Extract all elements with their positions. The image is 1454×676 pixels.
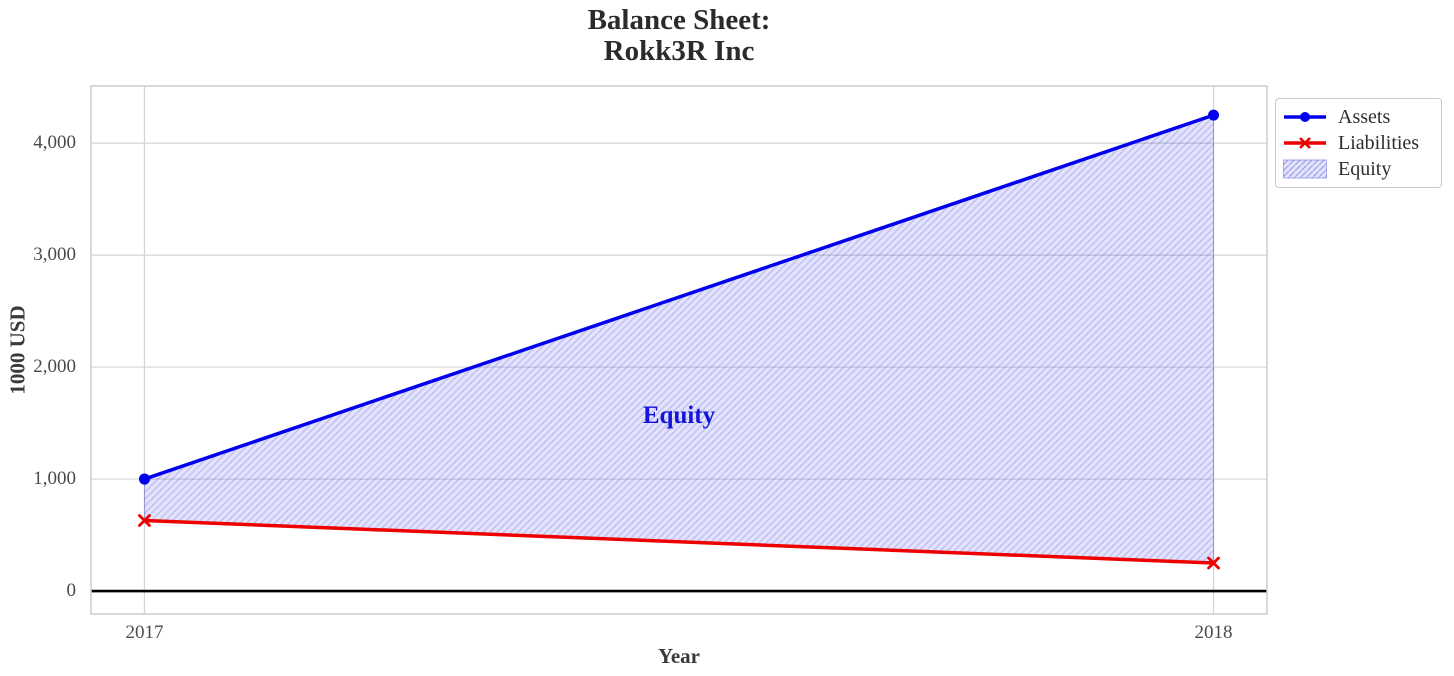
legend-item-liabilities: Liabilities xyxy=(1283,132,1437,154)
y-tick-label: 4,000 xyxy=(33,132,76,154)
legend: Assets Liabilities Equity xyxy=(1275,98,1442,188)
legend-label-liabilities: Liabilities xyxy=(1338,132,1420,154)
y-tick-label: 1,000 xyxy=(33,468,76,490)
equity-hatch-swatch-icon xyxy=(1283,159,1327,179)
chart-title-line2: Rokk3R Inc xyxy=(603,35,755,67)
y-tick-label: 2,000 xyxy=(33,356,76,378)
y-axis-label: 1000 USD xyxy=(5,305,30,395)
chart-title-line1: Balance Sheet: xyxy=(587,4,771,36)
legend-item-assets: Assets xyxy=(1283,106,1437,128)
x-tick-label: 2017 xyxy=(125,622,164,643)
y-tick-label: 3,000 xyxy=(33,244,76,266)
assets-marker xyxy=(138,473,150,485)
chart-title: Balance Sheet: Rokk3R Inc xyxy=(91,5,1267,67)
liabilities-marker xyxy=(138,514,151,527)
liabilities-line xyxy=(142,518,1216,565)
legend-item-equity: Equity xyxy=(1283,158,1437,180)
legend-label-assets: Assets xyxy=(1338,106,1391,128)
equity-annotation: Equity xyxy=(642,402,716,429)
legend-label-equity: Equity xyxy=(1338,158,1392,180)
x-axis-label: Year xyxy=(658,644,700,668)
equity-fill-hatch xyxy=(143,114,1215,564)
liabilities-marker xyxy=(1207,556,1220,570)
liabilities-line-swatch-icon xyxy=(1284,137,1326,149)
y-tick-label: 0 xyxy=(66,580,77,602)
assets-marker xyxy=(1208,109,1220,121)
assets-line xyxy=(142,113,1216,481)
x-tick-label: 2018 xyxy=(1194,622,1233,643)
axes-frame xyxy=(90,85,1268,615)
assets-line-swatch-icon xyxy=(1284,112,1326,122)
